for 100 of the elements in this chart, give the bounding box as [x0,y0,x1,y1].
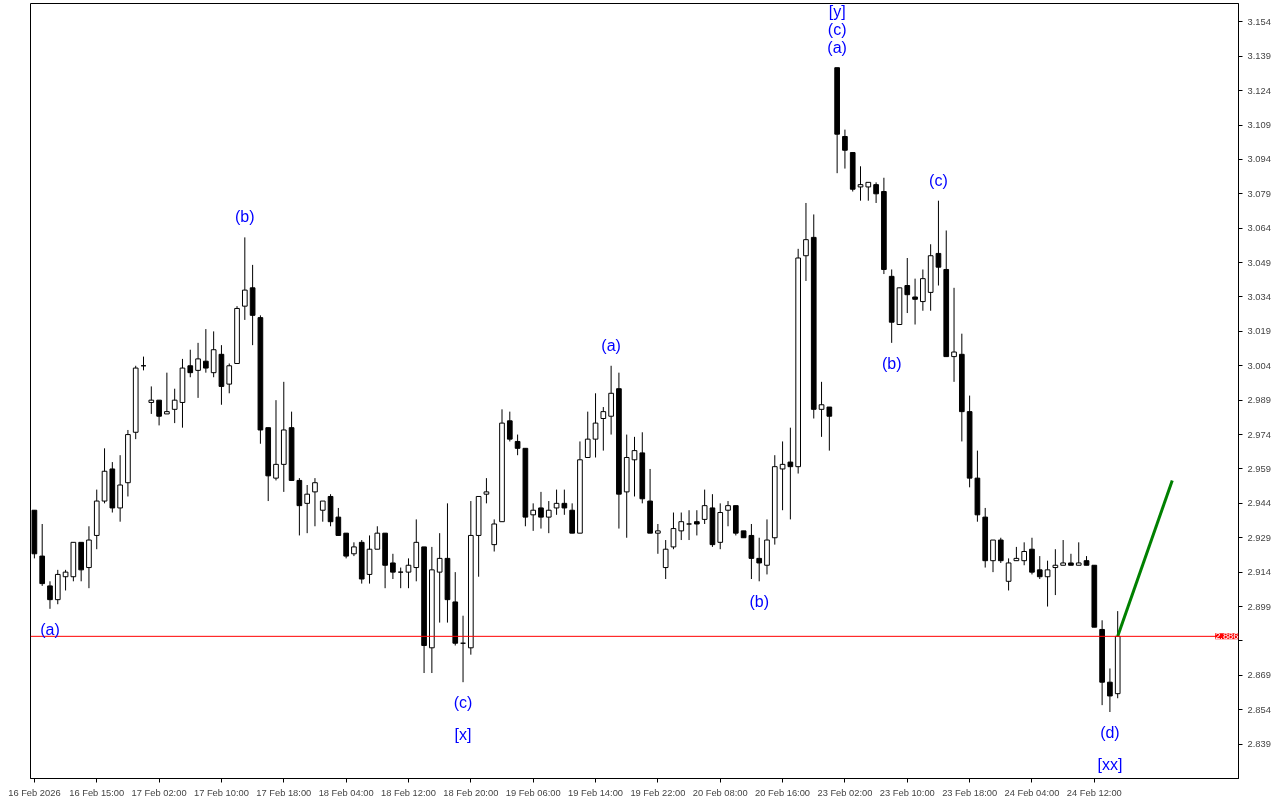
candlestick [592,392,599,458]
x-tick-label: 18 Feb 04:00 [318,787,374,798]
annotation: [x] [454,726,472,744]
annotation: (b) [749,593,769,611]
annotation: (d) [1100,724,1120,742]
x-tick-label: 16 Feb 2026 [8,787,61,798]
x-tick-label: 17 Feb 10:00 [193,787,249,798]
annotation: (b) [881,354,902,372]
x-tick-label: 24 Feb 04:00 [1004,787,1060,798]
y-tick-label: 2.839 [1247,739,1271,750]
candlestick [164,372,170,415]
annotation: (c) [929,171,948,189]
candlestick [405,557,412,589]
y-tick-label: 3.109 [1247,120,1271,131]
candlestick [491,518,498,552]
y-tick-label: 3.124 [1247,85,1271,96]
candlestick [873,181,879,204]
annotation: (c) [827,20,847,38]
y-tick-label: 3.004 [1247,360,1271,371]
x-tick-label: 19 Feb 22:00 [630,787,686,798]
candlestick [678,512,685,541]
y-tick-label: 3.139 [1247,51,1271,62]
candlestick [530,502,537,532]
y-tick-label: 2.899 [1247,601,1271,612]
annotation: (b) [235,208,255,226]
y-tick-label: 3.049 [1247,257,1271,268]
candlestick [951,287,957,383]
candlestick [374,525,381,550]
candlestick [990,539,996,573]
candlestick [920,268,926,312]
y-tick-label: 2.974 [1247,429,1271,440]
y-tick-label: 2.869 [1247,670,1271,681]
candlestick [203,328,209,374]
x-tick-label: 23 Feb 10:00 [879,787,935,798]
candlestick [397,567,404,589]
x-tick-label: 20 Feb 08:00 [692,787,748,798]
candlestick [1052,548,1059,596]
x-tick-label: 16 Feb 15:00 [69,787,125,798]
candlestick [1029,537,1035,575]
annotation: (a) [827,38,847,56]
y-tick-label: 2.929 [1247,532,1271,543]
candlestick [1060,539,1066,566]
candlestick [390,553,396,580]
candlestick [538,491,544,530]
candlestick [273,399,279,481]
x-tick-label: 23 Feb 02:00 [817,787,873,798]
y-tick-label: 2.914 [1247,567,1271,578]
candlestick [1021,541,1028,566]
candlestick [304,484,311,534]
candlestick [506,411,513,442]
candlestick [1044,560,1051,608]
y-tick-label: 3.064 [1247,223,1271,234]
candlestick [842,129,848,170]
y-tick-label: 3.034 [1247,291,1271,302]
candlestick [1107,667,1113,713]
candlestick [343,532,349,559]
annotation: [xx] [1097,756,1123,774]
y-tick-label: 2.989 [1247,395,1271,406]
candlestick [1036,555,1043,580]
candlestick [670,512,677,550]
candlestick [156,399,162,426]
candlestick [912,278,918,326]
y-tick-label: 3.094 [1247,154,1271,165]
candlestick [148,385,155,415]
candlestick [694,509,700,536]
candlestick [756,537,763,582]
candlestick [600,406,607,452]
x-tick-label: 19 Feb 06:00 [505,787,561,798]
candlestick [655,523,661,555]
annotation: (a) [601,336,621,354]
candlestick [1005,557,1012,591]
x-tick-label: 18 Feb 12:00 [381,787,436,798]
y-tick-label: 2.959 [1247,463,1271,474]
ref-line-label: 2.886 [1215,631,1239,642]
annotation: (a) [40,620,60,638]
candlestick [241,236,248,321]
candlestick [483,477,490,504]
candlestick [569,502,575,534]
candlestick [662,539,669,580]
annotation: [y] [828,2,846,20]
x-tick-label: 24 Feb 12:00 [1066,787,1122,798]
candlestick [187,349,194,378]
x-tick-label: 23 Feb 18:00 [942,787,998,798]
candlestick [904,257,911,314]
candlestick [319,500,326,523]
candlestick [47,580,53,610]
candlestick [608,365,614,436]
candlestick [725,500,731,527]
annotation: (c) [453,694,473,712]
candlestick [1075,541,1082,566]
candlestick [1068,553,1074,566]
x-tick-label: 17 Feb 18:00 [256,787,312,798]
y-tick-label: 3.019 [1247,326,1271,337]
x-tick-label: 19 Feb 14:00 [568,787,624,798]
x-tick-label: 20 Feb 16:00 [755,787,811,798]
y-tick-label: 2.944 [1247,498,1271,509]
candlestick [584,411,591,458]
candlestick [514,434,521,456]
candlestick [226,362,233,394]
candlestick [195,342,201,399]
